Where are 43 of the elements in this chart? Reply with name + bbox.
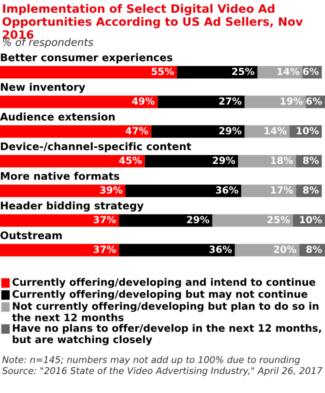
text: Note: n=145; numbers may not add up to 100% due to rounding xyxy=(2,356,300,365)
data-label: 25% xyxy=(268,216,290,224)
data-label: 36% xyxy=(216,186,238,194)
data-label: 14% xyxy=(278,68,300,76)
legend-label: Currently offering/developing but may not continue xyxy=(12,290,308,300)
source-note: Source: "2016 State of the Video Advertising Industry," April 26, 2017 xyxy=(2,367,322,376)
chart-subtitle: % of respondents xyxy=(2,38,94,48)
y-tick-label: Better consumer experiences xyxy=(0,53,172,64)
data-label: 14% xyxy=(264,127,287,134)
data-label: 29% xyxy=(187,216,210,224)
data-label: 6% xyxy=(303,68,319,76)
data-label: 10% xyxy=(296,127,319,134)
data-label: 8% xyxy=(303,156,319,164)
data-label: 17% xyxy=(271,186,293,194)
data-label: 10% xyxy=(300,216,322,224)
data-label: 27% xyxy=(219,97,242,105)
data-label: 29% xyxy=(219,127,242,134)
legend-label: Not currently offering/developing but plan to do so in the next 12 months xyxy=(12,302,318,322)
y-tick-label: Audience extension xyxy=(0,112,115,121)
data-label: 18% xyxy=(271,156,293,164)
data-label: 45% xyxy=(119,156,142,164)
data-label: 55% xyxy=(152,68,174,76)
data-label: 49% xyxy=(132,97,155,105)
data-label: 37% xyxy=(94,216,116,224)
y-tick-label: New inventory xyxy=(0,82,86,93)
data-label: 37% xyxy=(94,246,116,253)
data-label: 29% xyxy=(212,156,236,164)
data-label: 39% xyxy=(100,186,122,194)
y-tick-label: More native formats xyxy=(0,172,120,180)
legend-label: Have no plans to offer/develop in the next 12 months, but are watching closely xyxy=(12,324,321,346)
data-label: 8% xyxy=(306,246,322,253)
data-label: 19% xyxy=(280,97,303,105)
data-label: 36% xyxy=(210,246,232,253)
data-label: 8% xyxy=(303,186,319,194)
data-label: 47% xyxy=(126,127,148,134)
data-label: 25% xyxy=(232,68,254,76)
y-tick-label: Device-/channel-specific content xyxy=(0,142,192,152)
data-label: 20% xyxy=(274,246,296,253)
legend-label: Currently offering/developing and intend to continue xyxy=(12,278,316,288)
data-label: 6% xyxy=(306,97,322,105)
chart-title: Implementation of Select Digital Video Ad Opportunities According to US Ad Sellers, Nov 2016 xyxy=(2,4,303,39)
y-tick-label: Outstream xyxy=(0,231,62,240)
y-tick-label: Header bidding strategy xyxy=(0,201,144,212)
